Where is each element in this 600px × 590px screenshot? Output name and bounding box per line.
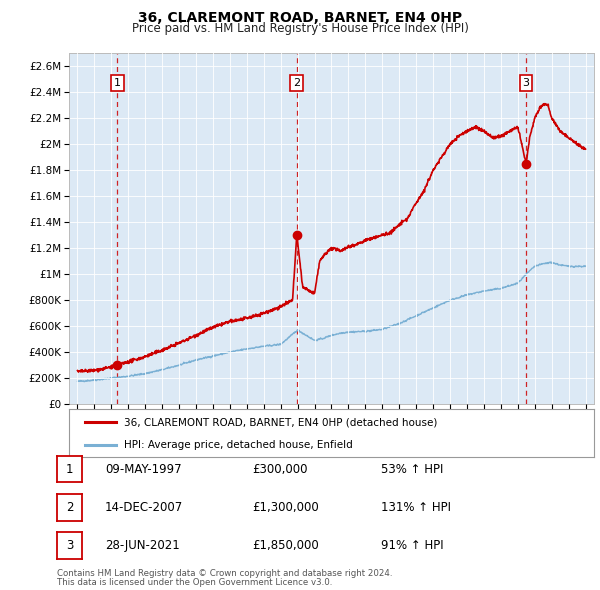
Text: 1: 1 xyxy=(66,463,73,476)
Text: This data is licensed under the Open Government Licence v3.0.: This data is licensed under the Open Gov… xyxy=(57,578,332,588)
Text: 131% ↑ HPI: 131% ↑ HPI xyxy=(381,501,451,514)
Text: 09-MAY-1997: 09-MAY-1997 xyxy=(105,463,182,476)
Text: 53% ↑ HPI: 53% ↑ HPI xyxy=(381,463,443,476)
Text: £1,300,000: £1,300,000 xyxy=(252,501,319,514)
Text: HPI: Average price, detached house, Enfield: HPI: Average price, detached house, Enfi… xyxy=(124,440,353,450)
Text: 91% ↑ HPI: 91% ↑ HPI xyxy=(381,539,443,552)
Text: 36, CLAREMONT ROAD, BARNET, EN4 0HP: 36, CLAREMONT ROAD, BARNET, EN4 0HP xyxy=(138,11,462,25)
Text: 2: 2 xyxy=(66,501,73,514)
Text: £1,850,000: £1,850,000 xyxy=(252,539,319,552)
Text: 1: 1 xyxy=(114,78,121,88)
Text: £300,000: £300,000 xyxy=(252,463,308,476)
Text: 3: 3 xyxy=(523,78,530,88)
Text: 2: 2 xyxy=(293,78,301,88)
Text: 28-JUN-2021: 28-JUN-2021 xyxy=(105,539,180,552)
Text: 36, CLAREMONT ROAD, BARNET, EN4 0HP (detached house): 36, CLAREMONT ROAD, BARNET, EN4 0HP (det… xyxy=(124,417,437,427)
Text: 14-DEC-2007: 14-DEC-2007 xyxy=(105,501,183,514)
Text: Price paid vs. HM Land Registry's House Price Index (HPI): Price paid vs. HM Land Registry's House … xyxy=(131,22,469,35)
Text: Contains HM Land Registry data © Crown copyright and database right 2024.: Contains HM Land Registry data © Crown c… xyxy=(57,569,392,578)
Text: 3: 3 xyxy=(66,539,73,552)
